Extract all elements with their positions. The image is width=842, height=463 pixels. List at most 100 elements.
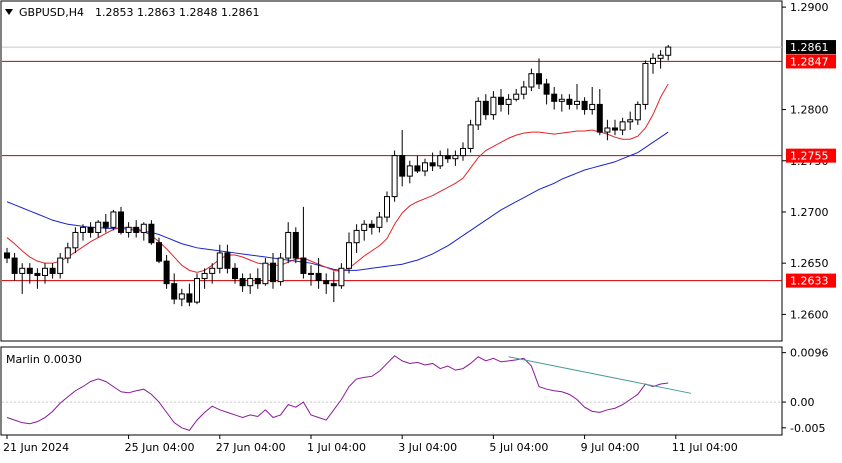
candle (133, 220, 140, 238)
candle-body (665, 46, 672, 56)
candle (406, 160, 413, 184)
candle-body (270, 262, 276, 283)
candle-body (368, 223, 375, 228)
candle-body (543, 83, 550, 95)
candle (627, 111, 634, 131)
candle (178, 288, 185, 307)
candle-body (346, 242, 352, 269)
candle-body (657, 54, 664, 59)
candle-body (201, 272, 208, 280)
candle-body (300, 257, 307, 274)
candle (619, 117, 626, 136)
candle (650, 53, 656, 74)
candle (574, 83, 580, 110)
candle (163, 254, 170, 289)
candle-body (650, 57, 656, 64)
candle-body (376, 216, 383, 228)
time-tick-label: 21 Jun 2024 (3, 441, 69, 454)
candle-body (285, 231, 292, 259)
candle (338, 263, 345, 289)
candle-body (232, 267, 238, 280)
candle-body (247, 278, 254, 287)
candle (330, 271, 337, 303)
symbol-timeframe: GBPUSD,H4 (19, 6, 84, 19)
candle (399, 130, 406, 187)
level-layer (2, 46, 782, 282)
candle-body (72, 231, 79, 249)
time-tick-label: 9 Jul 04:00 (581, 441, 640, 454)
candle-body (498, 96, 504, 105)
candle-body (11, 257, 18, 274)
candle (87, 222, 94, 238)
candle (186, 283, 193, 307)
candle-body (87, 226, 94, 233)
candle (201, 268, 208, 289)
candle-body (460, 147, 466, 157)
candle (543, 78, 550, 105)
candle (270, 252, 276, 289)
time-tick-label: 27 Jun 04:00 (216, 441, 286, 454)
candle-body (604, 127, 611, 133)
candle (513, 89, 520, 102)
level-label-box (786, 54, 836, 69)
candle-body (452, 155, 459, 160)
candle-body (551, 93, 558, 102)
candle (232, 263, 238, 284)
candle-body (80, 226, 86, 233)
candle-body (558, 98, 565, 102)
candle-body (42, 267, 48, 276)
indicator-panel-frame (0, 346, 783, 436)
price-tick-label: 1.2800 (790, 104, 829, 117)
level-label: 1.2847 (790, 55, 829, 68)
candle (475, 97, 482, 131)
candle (368, 220, 375, 235)
candle (42, 263, 48, 284)
candle (498, 89, 504, 112)
candle (300, 206, 307, 279)
candle (80, 224, 86, 241)
collapse-triangle-icon[interactable] (5, 9, 13, 15)
candle (634, 101, 641, 125)
candle (72, 227, 79, 253)
candle-body (216, 252, 223, 269)
candle (657, 50, 664, 69)
candle-body (520, 86, 527, 95)
candle-body (581, 100, 588, 111)
candle (612, 119, 618, 136)
candle-body (619, 121, 626, 131)
candle-body (95, 221, 102, 233)
candle-body (642, 62, 649, 105)
candle (323, 273, 330, 294)
candle-body (444, 155, 451, 160)
candle-body (589, 103, 596, 111)
candle (254, 268, 261, 289)
candle-body (536, 73, 542, 85)
marlin-layer (6, 355, 692, 431)
level-label-box (786, 273, 836, 288)
candle (482, 94, 489, 120)
candle-body (277, 257, 284, 283)
candle (110, 209, 117, 231)
candle (216, 244, 223, 274)
candle-body (239, 278, 246, 287)
candle-body (102, 221, 109, 228)
candle-body (490, 96, 497, 116)
candle (148, 220, 155, 245)
candle (520, 80, 527, 100)
candle-body (49, 267, 56, 274)
candle (285, 222, 292, 264)
candle-body (384, 196, 390, 218)
moving-average-layer (6, 83, 669, 273)
candle (346, 232, 352, 274)
candle (171, 273, 178, 305)
candle-body (308, 272, 314, 275)
price-tick-label: 1.2650 (790, 257, 829, 270)
candle (376, 211, 383, 233)
candle-body (262, 262, 269, 285)
candle (140, 222, 147, 241)
candle (125, 222, 132, 238)
candle-body (26, 267, 33, 274)
candle-body (34, 272, 41, 276)
marlin-axis: 0.0096 0.00 -0.005 (782, 347, 829, 435)
candle (95, 220, 102, 238)
